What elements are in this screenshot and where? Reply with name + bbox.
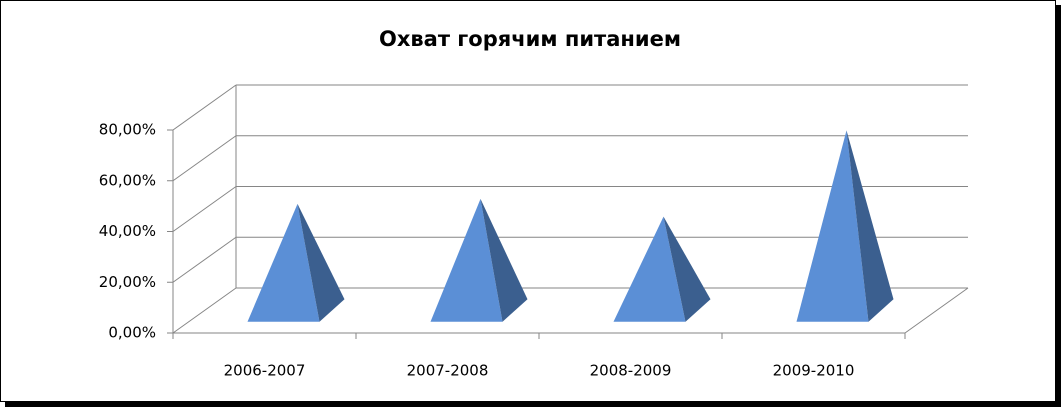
y-tick-label: 60,00% [99,171,156,189]
x-tick-label: 2007-2008 [407,362,489,380]
chart-title: Охват горячим питанием [379,27,681,51]
pyramid-side [663,216,711,322]
pyramid-front [796,130,869,322]
grid-line [172,135,237,182]
pyramid [430,198,528,322]
y-tick-label: 40,00% [99,222,156,240]
grid-line [172,287,237,334]
x-tick-label: 2008-2009 [590,362,672,380]
pyramid [613,216,711,322]
y-tick-label: 0,00% [108,324,156,342]
grid-line [172,186,237,232]
y-tick-label: 20,00% [99,273,156,291]
grid-line [172,236,237,283]
pyramid [247,203,345,322]
pyramid [796,130,894,322]
pyramid-front [613,216,686,322]
y-tick-label: 80,00% [99,121,156,139]
pyramid-front [430,198,503,322]
grid-line [172,84,237,131]
pyramid-side [297,203,345,322]
pyramid-side [846,130,894,322]
x-tick-label: 2009-2010 [773,362,855,380]
frame [0,0,1056,402]
pyramid-front [247,203,320,322]
x-tick-label: 2006-2007 [224,362,306,380]
pyramid-side [480,198,528,322]
floor-edge [904,287,969,334]
